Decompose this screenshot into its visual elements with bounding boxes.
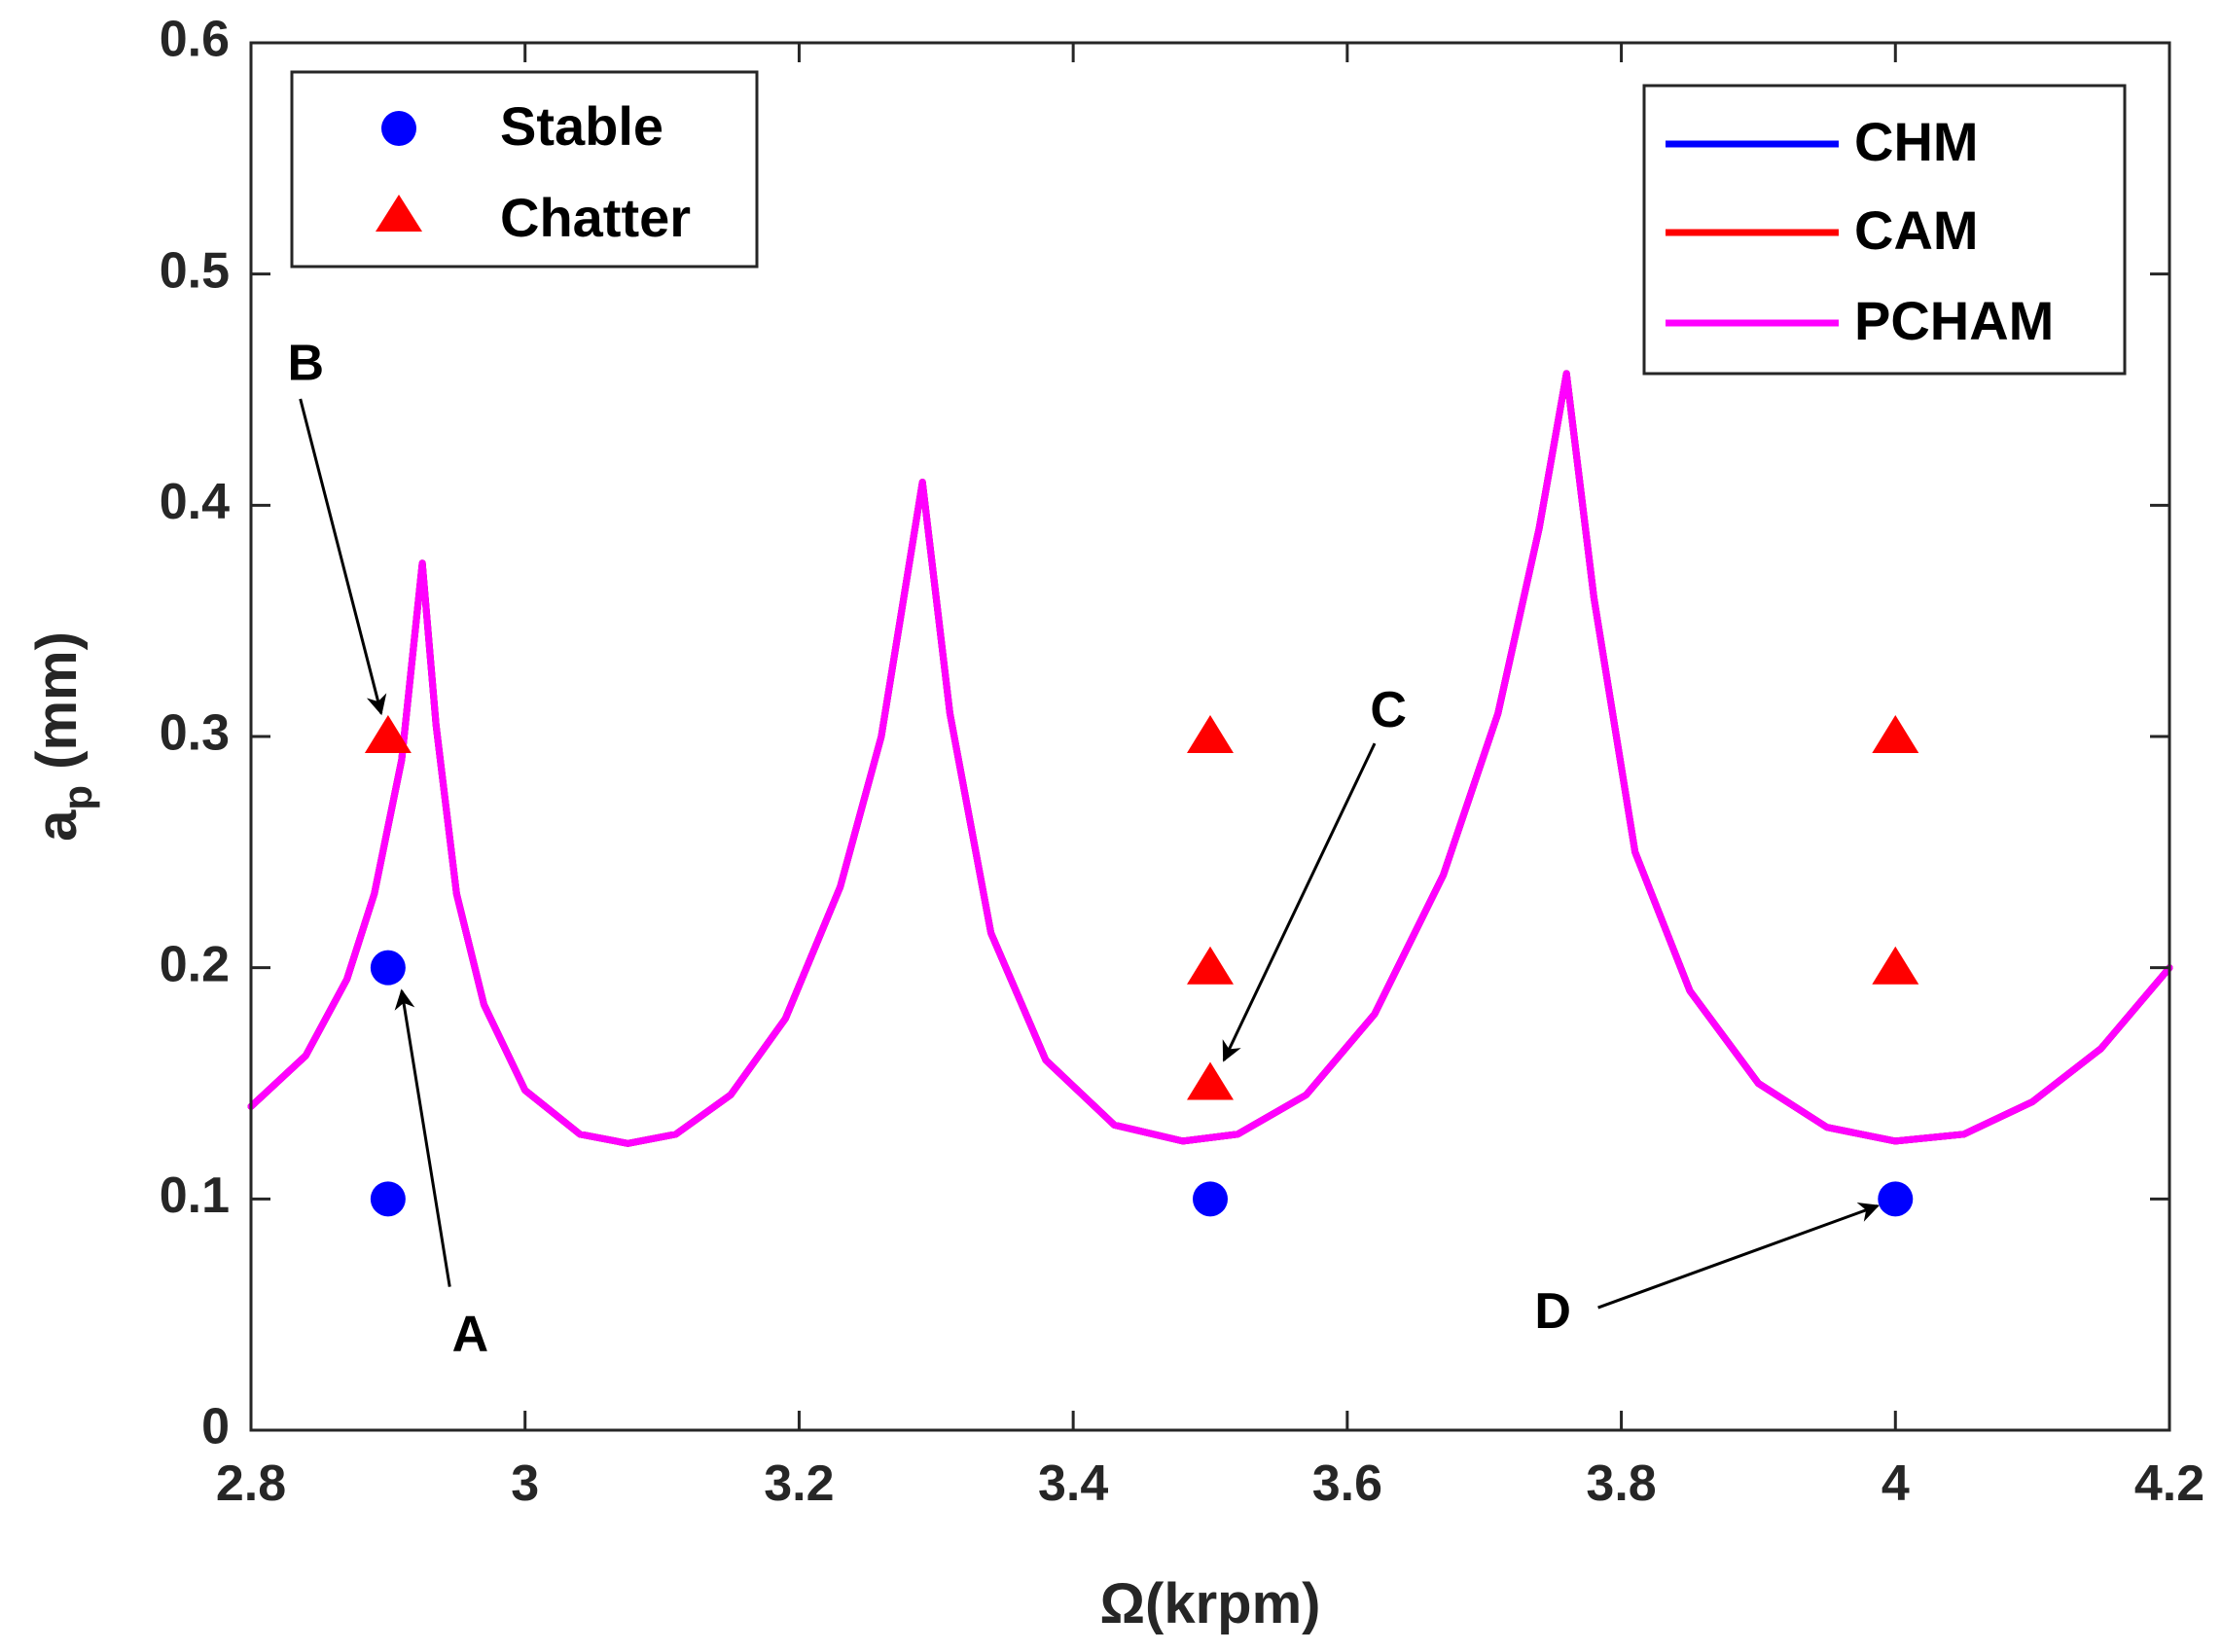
y-tick-label-2: 0.2	[160, 936, 230, 992]
chatter-point-5	[1872, 946, 1919, 985]
annotation-arrow-b	[299, 398, 387, 716]
y-tick-label-0: 0	[201, 1399, 230, 1455]
y-axis-label-subscript: p	[54, 785, 100, 810]
stable-point-1	[370, 1181, 406, 1217]
series-layer	[247, 370, 2173, 1147]
y-tick-label-1: 0.1	[160, 1167, 230, 1224]
stable-point-3	[1878, 1181, 1914, 1217]
legend-label-pcham: PCHAM	[1854, 290, 2054, 351]
legends-layer: Stable Chatter CHM CAM PCHAM	[290, 70, 2127, 376]
x-tick-label-3: 3.4	[1038, 1455, 1108, 1512]
y-axis-label: ap (mm)	[25, 631, 100, 842]
y-tick-label-6: 0.6	[160, 12, 230, 68]
chatter-point-0	[364, 715, 412, 753]
annotations-layer: A B C D	[288, 335, 1880, 1363]
x-tick-label-6: 4	[1882, 1455, 1910, 1512]
legend-chatter-label: Chatter	[500, 187, 691, 248]
y-axis-label-unit: (mm)	[25, 631, 89, 785]
chatter-point-3	[1187, 1061, 1234, 1100]
legend-label-chm: CHM	[1854, 111, 1979, 172]
annotation-label-b: B	[288, 335, 325, 391]
annotation-arrow-a	[394, 988, 451, 1287]
y-tick-label-4: 0.4	[160, 474, 230, 530]
chatter-point-4	[1872, 715, 1919, 753]
annotation-label-d: D	[1534, 1283, 1571, 1340]
stable-point-0	[370, 950, 406, 986]
chatter-point-2	[1187, 946, 1234, 985]
x-tick-label-0: 2.8	[216, 1455, 286, 1512]
markers-layer	[364, 715, 1919, 1217]
annotation-arrow-c	[1222, 742, 1377, 1062]
axes-layer: 2.8 3 3.2 3.4 3.6 3.8 4 4.2 0 0.1 0.2 0.3 0.4 0.5 0.6 Ω…	[25, 12, 2204, 1635]
annotation-label-a: A	[452, 1307, 489, 1363]
series-line-pcham	[247, 370, 2173, 1147]
y-tick-label-5: 0.5	[160, 242, 230, 299]
series-line-chm	[247, 370, 2173, 1147]
legend-stable-marker	[381, 111, 416, 146]
x-axis-label: Ω(krpm)	[1100, 1572, 1321, 1635]
chatter-point-1	[1187, 715, 1234, 753]
legend-label-cam: CAM	[1854, 199, 1979, 261]
legend-markers-box	[290, 70, 759, 269]
x-tick-label-1: 3	[511, 1455, 539, 1512]
x-tick-label-2: 3.2	[764, 1455, 834, 1512]
legend-stable-label: Stable	[500, 95, 663, 157]
x-tick-label-4: 3.6	[1312, 1455, 1382, 1512]
stable-point-2	[1193, 1181, 1228, 1217]
annotation-label-c: C	[1370, 682, 1407, 738]
x-tick-label-5: 3.8	[1586, 1455, 1656, 1512]
legend-chatter-marker	[376, 195, 422, 232]
x-tick-label-7: 4.2	[2134, 1455, 2204, 1512]
series-line-cam	[247, 370, 2173, 1147]
annotation-arrow-d	[1597, 1203, 1880, 1310]
y-tick-label-3: 0.3	[160, 705, 230, 762]
y-axis-label-main: a	[25, 809, 89, 842]
